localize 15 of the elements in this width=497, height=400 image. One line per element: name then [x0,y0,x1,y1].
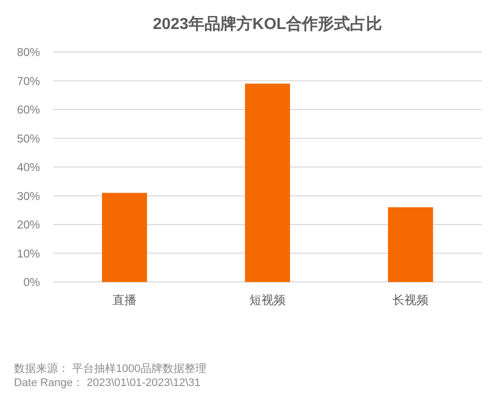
ytick: 0% [23,277,40,289]
annotation: 数据来源： 平台抽样1000品牌数据整理 [14,363,207,375]
xtick: 长视频 [392,293,428,307]
ytick: 80% [16,47,40,59]
ytick: 60% [16,104,40,116]
xtick: 直播 [112,293,136,307]
xtick: 短视频 [250,293,286,307]
ytick: 20% [16,220,40,232]
title: 2023年品牌方KOL合作形式占比 [152,16,382,33]
ytick: 70% [16,76,40,88]
ytick: 10% [16,248,40,260]
ytick: 30% [16,190,40,203]
annotation: Date Range： 2023\01\01-2023\12\31 [14,377,201,389]
ytick: 40% [16,162,40,174]
ytick: 50% [16,133,40,146]
